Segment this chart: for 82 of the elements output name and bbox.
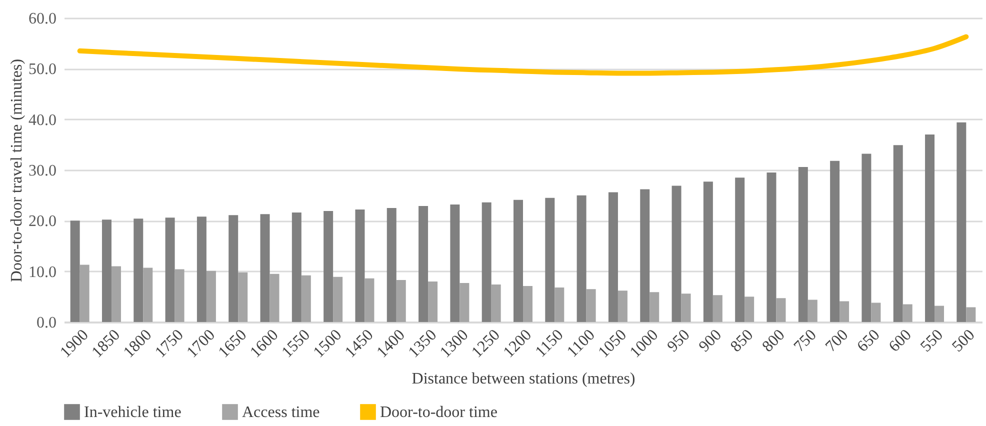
bar: [111, 266, 121, 322]
bar: [450, 204, 460, 322]
bar: [712, 295, 722, 322]
bar: [292, 212, 302, 322]
bar: [514, 200, 523, 322]
bar: [934, 306, 944, 322]
bar: [324, 211, 334, 322]
bar: [956, 122, 966, 322]
y-tick-label: 0.0: [36, 314, 56, 332]
bar: [428, 281, 438, 322]
bar: [893, 145, 903, 322]
bar: [482, 202, 492, 322]
bar: [143, 268, 153, 322]
y-tick-label: 60.0: [28, 10, 56, 28]
y-tick-label: 50.0: [28, 61, 56, 78]
bar: [735, 178, 745, 322]
bar: [650, 292, 660, 322]
x-tick-label: 950: [664, 326, 694, 356]
legend-label: In-vehicle time: [84, 404, 182, 421]
bar: [523, 286, 532, 322]
bar: [134, 218, 144, 322]
bar: [386, 208, 396, 322]
bar: [206, 270, 216, 322]
bar: [260, 214, 270, 322]
x-tick-label: 850: [728, 326, 757, 356]
bar: [165, 218, 175, 322]
legend-label: Access time: [242, 404, 320, 421]
bar: [608, 192, 618, 322]
bar: [174, 269, 184, 322]
bar: [554, 288, 564, 322]
bar: [902, 304, 912, 322]
y-tick-label: 30.0: [28, 162, 56, 180]
bar: [355, 210, 365, 322]
bar: [545, 198, 555, 322]
bar: [586, 289, 596, 322]
bar: [102, 220, 112, 322]
x-tick-label: 800: [759, 326, 788, 356]
y-axis-title: Door-to-door travel time (minutes): [8, 58, 26, 282]
bar: [871, 302, 881, 322]
y-tick-label: 40.0: [28, 112, 56, 129]
x-tick-label: 750: [790, 326, 820, 356]
bar: [703, 182, 713, 322]
bar: [640, 189, 650, 322]
bar: [966, 307, 976, 322]
x-axis-title: Distance between stations (metres): [412, 370, 636, 388]
bar: [228, 215, 238, 322]
bar: [270, 274, 280, 322]
y-tick-label: 20.0: [28, 213, 56, 230]
x-tick-label: 900: [696, 326, 725, 356]
x-tick-label: 650: [854, 326, 884, 356]
bar: [396, 280, 406, 322]
bar: [681, 294, 691, 322]
bar: [840, 301, 850, 322]
bar: [238, 272, 248, 322]
bar: [576, 195, 586, 322]
bar: [491, 284, 501, 322]
bar: [766, 172, 776, 322]
bar: [418, 206, 428, 322]
bar: [798, 166, 808, 322]
bar: [862, 154, 872, 322]
bar: [196, 216, 206, 322]
x-tick-label: 700: [822, 326, 852, 356]
bar: [301, 275, 311, 322]
bar: [70, 220, 80, 322]
bar: [925, 134, 935, 322]
bar: [460, 282, 470, 322]
x-tick-label: 1150: [532, 326, 567, 361]
x-tick-label: 500: [949, 326, 978, 356]
bar: [333, 276, 343, 322]
bar: [776, 298, 786, 322]
legend-label: Door-to-door time: [380, 404, 498, 421]
bar: [618, 290, 628, 322]
bar: [830, 160, 840, 322]
y-tick-label: 10.0: [28, 264, 56, 281]
x-tick-label: 600: [886, 326, 915, 356]
bar: [80, 264, 90, 322]
bar: [744, 296, 754, 322]
bar: [808, 300, 818, 322]
bar: [364, 278, 374, 322]
bar: [672, 186, 682, 322]
x-tick-label: 550: [918, 326, 947, 356]
x-tick-label: 1100: [564, 326, 598, 361]
